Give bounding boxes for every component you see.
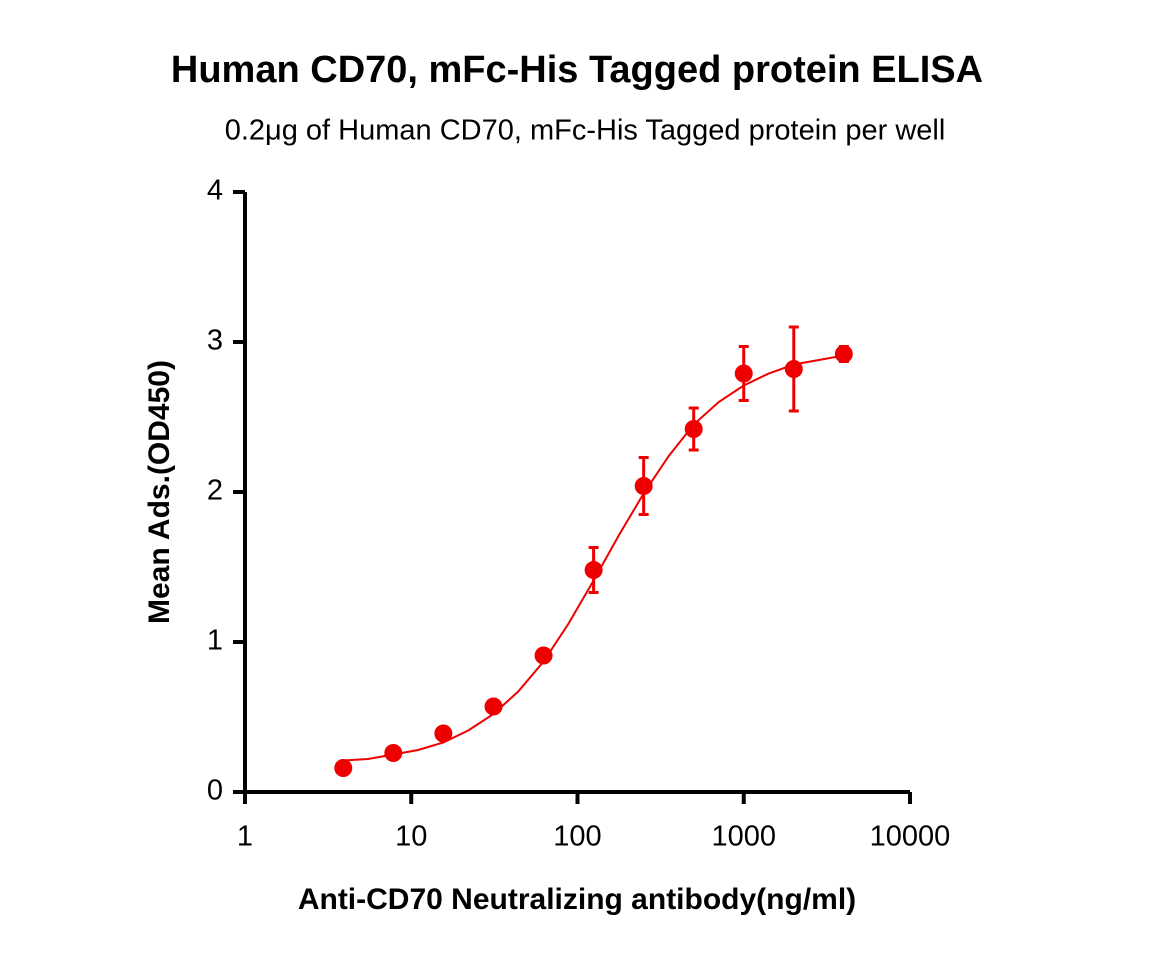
data-point: [634, 477, 653, 495]
x-tick-label: 1000: [711, 821, 776, 853]
data-point: [334, 759, 353, 777]
x-tick-label: 100: [553, 821, 601, 853]
data-point: [484, 697, 503, 716]
x-tick-label: 10000: [870, 821, 951, 853]
data-point: [684, 420, 703, 438]
data-point: [434, 724, 453, 743]
data-point: [784, 360, 803, 378]
y-tick-label: 2: [207, 475, 223, 507]
data-point: [534, 646, 553, 665]
y-tick-label: 4: [207, 175, 223, 207]
chart-title: Human CD70, mFc-His Tagged protein ELISA: [171, 49, 983, 91]
x-tick-label: 1: [237, 821, 253, 853]
data-point: [584, 561, 603, 579]
data-point: [384, 744, 403, 762]
x-axis-label: Anti-CD70 Neutralizing antibody(ng/ml): [298, 883, 856, 916]
y-tick-label: 3: [207, 325, 223, 357]
y-axis-label: Mean Ads.(OD450): [143, 360, 176, 624]
data-point: [834, 345, 853, 363]
x-tick-label: 10: [395, 821, 427, 853]
y-tick-label: 1: [207, 625, 223, 657]
y-tick-label: 0: [207, 775, 223, 807]
chart-subtitle: 0.2μg of Human CD70, mFc-His Tagged prot…: [225, 115, 946, 147]
data-point: [734, 364, 753, 383]
